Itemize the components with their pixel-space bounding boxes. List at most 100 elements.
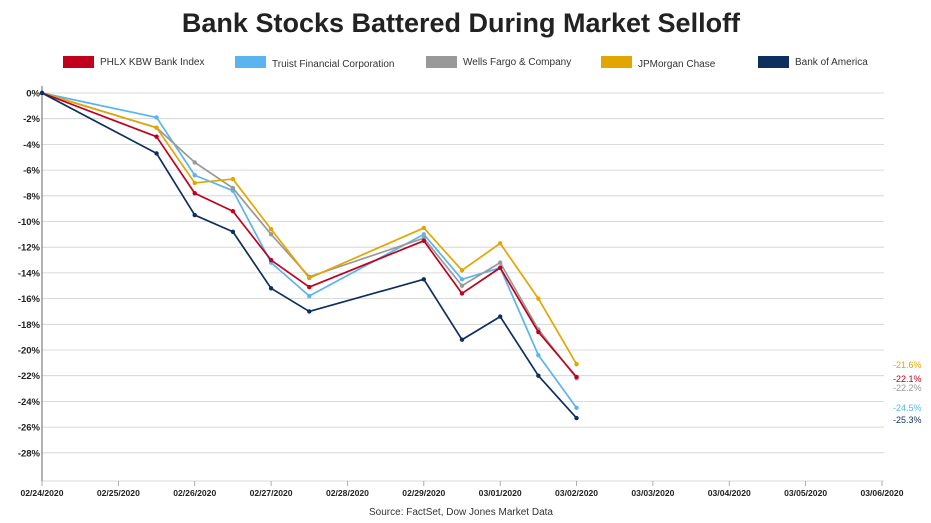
data-point	[154, 115, 159, 120]
x-tick-label: 03/05/2020	[784, 488, 827, 498]
legend-label: JPMorgan Chase	[638, 59, 716, 70]
chart-title: Bank Stocks Battered During Market Sello…	[182, 8, 741, 38]
data-point	[268, 232, 274, 237]
x-axis: 02/24/2020 02/25/2020 02/26/2020 02/27/2020…	[20, 488, 903, 498]
y-tick-label: -16%	[18, 294, 41, 305]
legend-label: Bank of America	[795, 57, 868, 68]
y-tick-label: -6%	[23, 166, 40, 177]
data-point	[192, 173, 197, 178]
data-point	[497, 265, 503, 270]
data-point	[307, 284, 312, 290]
legend-item: Truist Financial Corporation	[235, 56, 394, 70]
legend-swatch	[601, 56, 632, 68]
data-point	[192, 212, 197, 218]
legend-item: PHLX KBW Bank Index	[63, 56, 205, 68]
data-point	[307, 309, 312, 314]
series-0	[39, 90, 579, 380]
data-point	[268, 257, 274, 263]
x-tick-label: 02/27/2020	[250, 488, 293, 498]
legend-swatch	[758, 56, 789, 68]
legend-swatch	[63, 56, 94, 68]
x-tick-label: 02/25/2020	[97, 488, 140, 498]
y-tick-label: -26%	[18, 423, 41, 434]
end-labels: -22.1% -24.5% -22.2% -21.6% -25.3%	[893, 360, 922, 425]
y-tick-label: -4%	[23, 140, 40, 151]
y-axis: 0% -2% -4% -6% -8% -10% -12% -14% -16% -18% -20% -2…	[18, 86, 43, 481]
y-tick-label: -8%	[23, 191, 40, 202]
series-1	[39, 90, 579, 411]
x-tick-label: 02/28/2020	[326, 488, 369, 498]
data-point	[459, 268, 465, 273]
data-point	[536, 329, 541, 335]
series-4	[39, 90, 579, 421]
data-point	[421, 277, 427, 282]
end-value-label: -24.5%	[893, 403, 922, 413]
legend-item: Bank of America	[758, 56, 868, 68]
data-point	[574, 374, 579, 380]
y-tick-label: -24%	[18, 397, 41, 408]
x-tick-label: 02/24/2020	[20, 488, 63, 498]
data-point	[421, 232, 427, 237]
data-point	[230, 176, 236, 182]
data-point	[536, 352, 541, 358]
y-tick-label: -20%	[18, 346, 41, 357]
x-tick-label: 02/26/2020	[173, 488, 216, 498]
data-point	[536, 373, 541, 378]
gridlines	[41, 92, 884, 486]
y-tick-label: -12%	[18, 243, 41, 254]
y-tick-label: -14%	[18, 268, 41, 279]
legend-label: Wells Fargo & Company	[463, 57, 571, 68]
data-point	[536, 296, 541, 301]
data-point	[154, 134, 159, 139]
end-value-label: -21.6%	[893, 360, 922, 370]
data-point	[230, 229, 236, 234]
end-value-label: -22.1%	[893, 374, 922, 384]
source-note: Source: FactSet, Dow Jones Market Data	[369, 507, 553, 518]
data-point	[307, 275, 312, 281]
data-point	[421, 238, 427, 243]
legend-item: Wells Fargo & Company	[426, 56, 571, 68]
data-point	[192, 180, 197, 186]
x-tick-label: 03/03/2020	[631, 488, 674, 498]
x-tick-label: 02/29/2020	[402, 488, 445, 498]
x-tick-label: 03/04/2020	[708, 488, 751, 498]
legend-swatch	[235, 56, 266, 68]
series-line	[41, 92, 578, 365]
data-point	[497, 241, 503, 246]
data-point	[459, 291, 465, 296]
data-point	[192, 191, 197, 196]
y-tick-label: -22%	[18, 371, 41, 382]
series-3	[39, 90, 579, 367]
y-tick-label: 0%	[26, 89, 40, 100]
data-point	[192, 160, 197, 165]
data-point	[459, 283, 465, 288]
legend-label: PHLX KBW Bank Index	[100, 57, 205, 68]
series-line	[41, 92, 578, 409]
plot-series	[39, 90, 579, 421]
series-line	[41, 92, 578, 419]
data-point	[268, 227, 274, 232]
data-point	[497, 260, 503, 265]
data-point	[421, 225, 427, 231]
data-point	[154, 125, 159, 130]
data-point	[574, 361, 579, 367]
legend: PHLX KBW Bank Index Truist Financial Corp…	[63, 56, 868, 70]
data-point	[154, 151, 159, 156]
y-tick-label: -28%	[18, 448, 41, 459]
data-point	[459, 337, 465, 342]
data-point	[307, 293, 312, 299]
data-point	[230, 185, 236, 191]
data-point	[459, 277, 465, 282]
end-value-label: -22.2%	[893, 383, 922, 393]
x-tick-label: 03/02/2020	[555, 488, 598, 498]
legend-label: Truist Financial Corporation	[272, 59, 394, 70]
x-tick-label: 03/01/2020	[479, 488, 522, 498]
data-point	[574, 405, 579, 411]
data-point	[497, 314, 503, 319]
y-tick-label: -10%	[18, 217, 41, 228]
legend-swatch	[426, 56, 457, 68]
data-point	[230, 209, 236, 214]
end-value-label: -25.3%	[893, 415, 922, 425]
data-point	[574, 415, 579, 421]
